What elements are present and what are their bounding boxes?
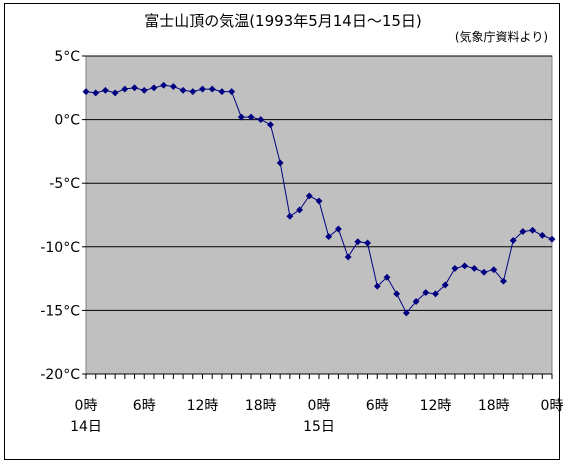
y-tick-label: 0°C (54, 113, 80, 129)
data-point (480, 268, 488, 276)
data-point (509, 236, 517, 244)
x-tick-label: 0時 (308, 398, 331, 414)
data-point (257, 116, 265, 124)
day-label: 14日 (70, 419, 102, 435)
data-point (218, 88, 226, 96)
data-point (519, 227, 527, 236)
data-point (354, 238, 362, 246)
data-point (363, 239, 372, 247)
y-axis-labels: 5°C 0°C -5°C -10°C -15°C -20°C (40, 49, 80, 383)
data-point (441, 281, 449, 289)
data-point (92, 89, 100, 97)
data-point (82, 88, 90, 96)
source-note: (気象庁資料より) (455, 29, 548, 44)
plot-area (85, 55, 553, 375)
data-point (101, 86, 109, 94)
data-point (422, 289, 430, 297)
y-tick-label: -20°C (40, 367, 80, 383)
data-point (431, 290, 440, 298)
data-point (111, 89, 119, 97)
data-point (237, 113, 245, 121)
data-point (402, 309, 410, 317)
x-tick-label: 0時 (75, 398, 98, 414)
data-point (548, 235, 556, 243)
data-point (160, 81, 168, 89)
x-tick-label: 12時 (420, 398, 452, 414)
x-tick-label: 6時 (133, 398, 156, 414)
data-point (189, 88, 197, 96)
data-point (412, 297, 420, 306)
data-point (208, 85, 216, 93)
data-point (286, 212, 294, 220)
data-point (247, 113, 255, 121)
data-point (198, 85, 207, 93)
data-point (169, 82, 177, 91)
data-point (529, 226, 537, 234)
data-point (296, 206, 304, 214)
x-tick-label: 6時 (366, 398, 389, 414)
data-point (150, 84, 158, 92)
data-point (179, 86, 187, 94)
y-tick-label: 5°C (54, 49, 80, 65)
data-point (393, 290, 401, 298)
data-point (334, 225, 342, 233)
data-point (499, 277, 508, 285)
data-point (130, 84, 139, 92)
day-label: 15日 (303, 419, 335, 435)
y-tick-label: -15°C (40, 303, 80, 319)
data-point (490, 266, 498, 274)
series-temperature (82, 81, 556, 317)
x-tick-label: 0時 (541, 398, 564, 414)
data-point (228, 88, 236, 96)
data-point (373, 282, 381, 290)
x-tick-label: 18時 (478, 398, 510, 414)
x-tick-label: 18時 (245, 398, 277, 414)
data-point (470, 264, 478, 272)
data-point (451, 264, 459, 272)
x-axis-labels: 0時 6時 12時 18時 0時 6時 12時 18時 0時 14日 15日 (70, 398, 563, 435)
data-point (344, 253, 352, 261)
data-point (325, 233, 333, 241)
y-tick-label: -10°C (40, 240, 80, 256)
data-point (266, 121, 275, 129)
data-point (315, 197, 323, 205)
x-tick-label: 12時 (187, 398, 219, 414)
data-point (121, 85, 129, 93)
data-point (383, 273, 391, 281)
data-point (140, 86, 148, 94)
data-point (461, 262, 469, 270)
chart-title: 富士山頂の気温(1993年5月14日〜15日) (144, 12, 422, 30)
data-point (276, 159, 284, 167)
y-tick-label: -5°C (49, 176, 80, 192)
data-point (305, 192, 313, 200)
data-point (538, 231, 546, 239)
x-axis-ticks (85, 373, 553, 379)
